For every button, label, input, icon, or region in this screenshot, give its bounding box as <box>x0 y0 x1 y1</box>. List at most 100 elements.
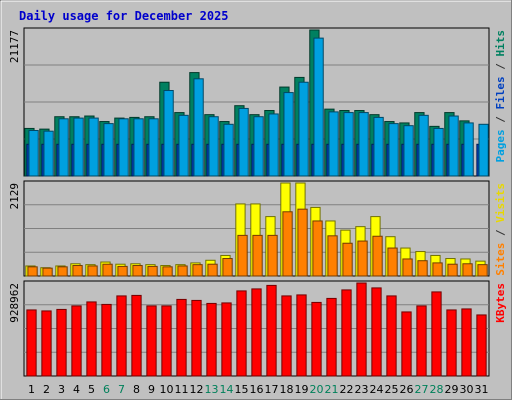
legend-entry: Visits <box>494 183 507 223</box>
day-label: 30 <box>460 383 474 396</box>
day-label: 15 <box>235 383 249 396</box>
day-label: 1 <box>28 383 35 396</box>
day-label: 31 <box>475 383 489 396</box>
bar-kbytes <box>71 305 82 377</box>
bar-kbytes <box>416 305 427 377</box>
day-label: 11 <box>175 383 189 396</box>
day-label: 26 <box>400 383 414 396</box>
day-label: 16 <box>250 383 264 396</box>
bar-kbytes <box>131 294 142 377</box>
bar-sites <box>432 262 443 277</box>
bar-kbytes <box>146 305 157 377</box>
bar-sites <box>177 265 188 277</box>
day-label: 29 <box>445 383 459 396</box>
bar-kbytes <box>476 314 487 377</box>
panel-1: 21177 Pages / Files / Hits <box>8 27 507 177</box>
bar-kbytes <box>341 289 352 377</box>
legend-entry: / <box>494 223 507 243</box>
bar-kbytes <box>56 308 67 377</box>
legend-entry: / <box>494 57 507 77</box>
bar-pages <box>418 114 429 177</box>
bar-kbytes <box>356 282 367 377</box>
day-label: 28 <box>430 383 444 396</box>
day-label: 4 <box>73 383 80 396</box>
bar-pages <box>28 129 39 177</box>
bar-pages <box>358 112 369 177</box>
bar-sites <box>462 263 473 277</box>
bar-kbytes <box>86 301 97 377</box>
day-label: 18 <box>280 383 294 396</box>
day-label: 19 <box>295 383 309 396</box>
day-label: 5 <box>88 383 95 396</box>
bar-sites <box>237 234 248 277</box>
bar-pages <box>388 123 399 177</box>
chart-title: Daily usage for December 2025 <box>19 9 229 23</box>
bar-pages <box>283 92 294 177</box>
series-sites <box>27 208 488 277</box>
bar-sites <box>387 247 398 277</box>
bar-sites <box>207 263 218 277</box>
bar-sites <box>417 260 428 277</box>
bar-sites <box>312 220 323 277</box>
bar-pages <box>448 115 459 177</box>
bar-pages <box>118 118 129 177</box>
bar-kbytes <box>386 295 397 377</box>
bar-sites <box>372 235 383 277</box>
bar-sites <box>222 258 233 277</box>
bar-pages <box>178 114 189 177</box>
panel-2: 2129 Sites / Visits <box>8 180 507 277</box>
series-kbytes <box>26 282 487 377</box>
bar-kbytes <box>311 301 322 377</box>
bar-pages <box>343 112 354 177</box>
bar-sites <box>27 266 38 277</box>
legend-entry: Sites <box>494 243 507 276</box>
bar-pages <box>298 81 309 177</box>
bar-kbytes <box>251 288 262 377</box>
day-label: 8 <box>133 383 140 396</box>
bar-pages <box>103 123 114 177</box>
bar-pages <box>268 113 279 177</box>
panel-1-max-label: 21177 <box>8 30 21 63</box>
bar-kbytes <box>191 299 202 377</box>
bar-sites <box>402 258 413 277</box>
day-label: 12 <box>190 383 204 396</box>
bar-sites <box>252 234 263 277</box>
bar-pages <box>238 107 249 177</box>
panel-2-legend: Sites / Visits <box>494 183 507 276</box>
bar-kbytes <box>446 309 457 377</box>
bar-sites <box>72 265 83 277</box>
bar-sites <box>297 208 308 277</box>
bar-kbytes <box>266 284 277 377</box>
day-label: 20 <box>310 383 324 396</box>
series-pages <box>28 37 489 177</box>
legend-entry: Pages <box>494 129 507 162</box>
panel-1-legend: Pages / Files / Hits <box>494 30 507 163</box>
bar-pages <box>463 122 474 177</box>
day-label: 6 <box>103 383 110 396</box>
bar-sites <box>192 264 203 277</box>
bar-sites <box>132 265 143 277</box>
bar-kbytes <box>41 310 52 377</box>
bar-kbytes <box>401 311 412 377</box>
bar-pages <box>133 118 144 177</box>
bar-sites <box>147 265 158 277</box>
bar-pages <box>433 127 444 177</box>
bar-sites <box>447 263 458 277</box>
bar-kbytes <box>236 290 247 377</box>
bar-sites <box>42 267 53 277</box>
panels: 21177 Pages / Files / Hits 2129 Sites / Vis… <box>8 27 507 377</box>
legend-entry: Files <box>494 76 507 109</box>
bar-pages <box>208 116 219 177</box>
bar-pages <box>313 37 324 177</box>
day-label: 23 <box>355 383 369 396</box>
day-label: 17 <box>265 383 279 396</box>
bar-pages <box>193 78 204 177</box>
bar-pages <box>163 90 174 177</box>
day-label: 9 <box>148 383 155 396</box>
bar-kbytes <box>101 303 112 377</box>
bar-kbytes <box>326 297 337 377</box>
day-label: 21 <box>325 383 339 396</box>
bar-pages <box>148 118 159 177</box>
